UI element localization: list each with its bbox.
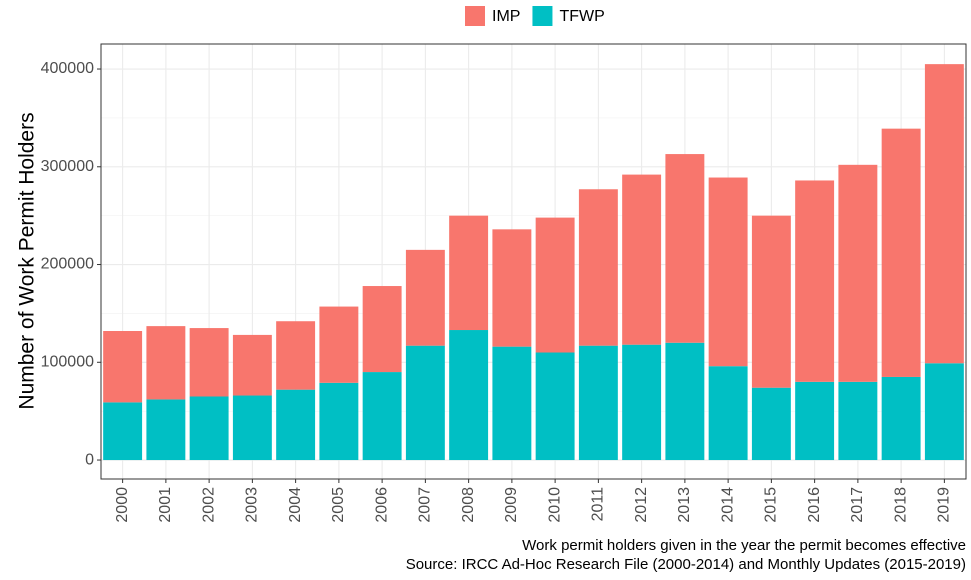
bar <box>838 164 878 382</box>
bar <box>578 345 618 461</box>
bar <box>881 376 921 461</box>
x-tick-label: 2001 <box>157 487 174 523</box>
bar <box>535 217 575 353</box>
x-tick-label: 2012 <box>633 487 650 523</box>
legend-key <box>465 6 485 26</box>
x-tick-label: 2014 <box>719 487 736 523</box>
y-tick-label: 100000 <box>41 354 94 371</box>
bar <box>319 382 359 461</box>
x-tick-label: 2000 <box>114 487 131 523</box>
x-tick-label: 2015 <box>763 487 780 523</box>
legend-key <box>532 6 553 26</box>
bar <box>924 363 964 461</box>
legend-label: IMP <box>492 8 520 25</box>
x-tick-label: 2009 <box>503 487 520 523</box>
bar <box>232 334 272 396</box>
caption: Work permit holders given in the year th… <box>522 537 966 554</box>
plot-border <box>100 43 967 480</box>
legend-label: TFWP <box>559 8 604 25</box>
x-tick-label: 2008 <box>460 487 477 523</box>
bar <box>232 395 272 461</box>
bar <box>795 180 835 382</box>
bar <box>405 345 445 461</box>
bar <box>449 215 489 331</box>
bar <box>622 344 662 461</box>
bar <box>103 331 143 403</box>
bar <box>622 174 662 345</box>
bar <box>492 229 532 347</box>
x-tick-label: 2002 <box>200 487 217 523</box>
bar <box>578 189 618 346</box>
bar <box>146 399 186 461</box>
bar <box>276 321 316 390</box>
y-tick-label: 400000 <box>41 60 94 77</box>
bar <box>189 396 229 461</box>
bar <box>103 402 143 461</box>
x-tick-label: 2019 <box>936 487 953 523</box>
bar <box>276 389 316 461</box>
bar <box>751 215 791 388</box>
bar <box>405 249 445 346</box>
y-tick-label: 0 <box>85 451 94 468</box>
x-tick-label: 2006 <box>373 487 390 523</box>
x-tick-label: 2016 <box>806 487 823 523</box>
bar <box>362 286 402 373</box>
x-tick-label: 2013 <box>676 487 693 523</box>
bar <box>795 381 835 461</box>
x-tick-label: 2004 <box>287 487 304 523</box>
bar <box>362 372 402 461</box>
y-axis-title: Number of Work Permit Holders <box>16 112 39 409</box>
bar <box>146 326 186 400</box>
bar <box>838 381 878 461</box>
caption: Source: IRCC Ad-Hoc Research File (2000-… <box>406 556 966 573</box>
x-tick-label: 2017 <box>849 487 866 523</box>
bar <box>708 177 748 367</box>
bar <box>449 330 489 461</box>
x-tick-label: 2007 <box>417 487 434 523</box>
y-tick-label: 200000 <box>41 256 94 273</box>
y-tick-label: 300000 <box>41 158 94 175</box>
x-tick-label: 2003 <box>244 487 261 523</box>
bar <box>665 154 705 343</box>
x-tick-label: 2005 <box>330 487 347 523</box>
bar <box>665 342 705 461</box>
x-tick-label: 2011 <box>590 487 607 522</box>
x-tick-label: 2018 <box>892 487 909 523</box>
bar <box>189 328 229 397</box>
bar <box>535 352 575 461</box>
bar <box>492 346 532 461</box>
bar <box>751 387 791 461</box>
x-tick-label: 2010 <box>546 487 563 523</box>
bar <box>708 366 748 461</box>
bar <box>924 64 964 364</box>
bar <box>881 128 921 377</box>
bar <box>319 306 359 383</box>
